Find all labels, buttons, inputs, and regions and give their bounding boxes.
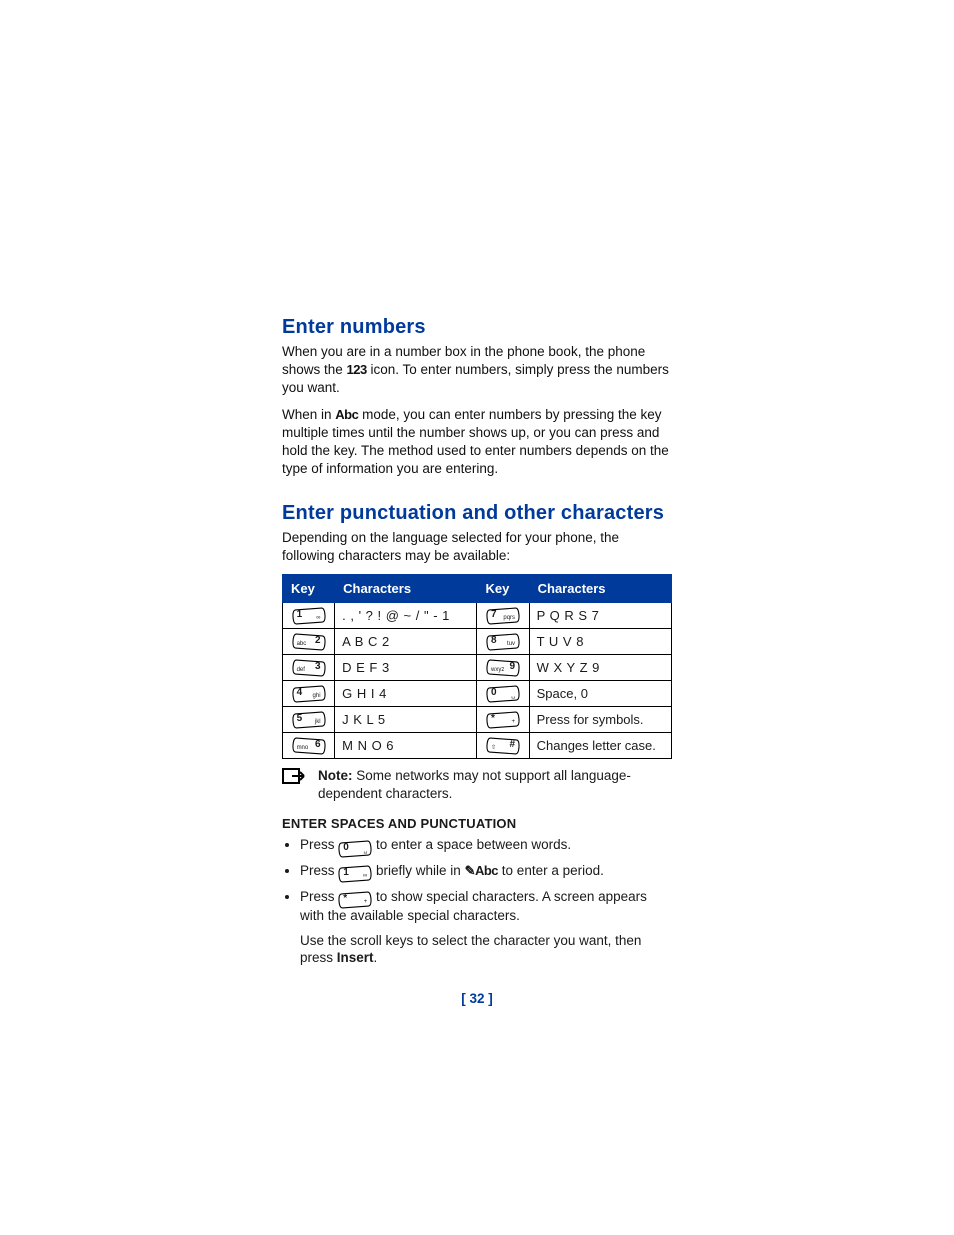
text: . [374, 950, 378, 965]
para-numbers-2: When in Abc mode, you can enter numbers … [282, 406, 672, 477]
key-cell: 5jkl [283, 707, 335, 733]
table-row: 4ghiG H I 40␣Space, 0 [283, 681, 672, 707]
key-cell: #⇧ [477, 733, 529, 759]
table-row: 2abcA B C 28tuvT U V 8 [283, 629, 672, 655]
key-cell: 2abc [283, 629, 335, 655]
chars-cell: Changes letter case. [529, 733, 671, 759]
key-cell: 3def [283, 655, 335, 681]
key-cell: *+ [477, 707, 529, 733]
key-cell: 9wxyz [477, 655, 529, 681]
chars-cell: G H I 4 [335, 681, 477, 707]
chars-cell: Press for symbols. [529, 707, 671, 733]
table-row: 3defD E F 39wxyzW X Y Z 9 [283, 655, 672, 681]
note-text: Note: Some networks may not support all … [318, 767, 672, 802]
para-punct-intro: Depending on the language selected for y… [282, 529, 672, 565]
list-item: Press *+ to show special characters. A s… [300, 887, 672, 926]
heading-enter-punctuation: Enter punctuation and other characters [282, 502, 672, 525]
chars-cell: T U V 8 [529, 629, 671, 655]
chars-cell: . , ' ? ! @ ~ / " - 1 [335, 603, 477, 629]
chars-cell: D E F 3 [335, 655, 477, 681]
key-cell: 4ghi [283, 681, 335, 707]
note-block: Note: Some networks may not support all … [282, 767, 672, 802]
th-key: Key [283, 575, 335, 603]
text: Press [300, 889, 338, 904]
key-cell: 6mno [283, 733, 335, 759]
para-numbers-1: When you are in a number box in the phon… [282, 343, 672, 396]
chars-cell: M N O 6 [335, 733, 477, 759]
key-cell: 1∞ [283, 603, 335, 629]
th-chars: Characters [335, 575, 477, 603]
key-star-icon: *+ [338, 890, 372, 910]
key-0-icon: 0␣ [338, 838, 372, 858]
chars-cell: J K L 5 [335, 707, 477, 733]
th-key: Key [477, 575, 529, 603]
key-1-icon: 1∞ [338, 864, 372, 884]
text: Press [300, 837, 338, 852]
text: briefly while in [376, 863, 465, 878]
after-bullets-text: Use the scroll keys to select the charac… [300, 932, 672, 967]
key-cell: 8tuv [477, 629, 529, 655]
table-row: 6mnoM N O 6#⇧Changes letter case. [283, 733, 672, 759]
key-cell: 7pqrs [477, 603, 529, 629]
table-row: 1∞. , ' ? ! @ ~ / " - 17pqrsP Q R S 7 [283, 603, 672, 629]
insert-label: Insert [337, 950, 374, 965]
mode-pencil-abc-icon: ✎Abc [465, 863, 498, 878]
text: to enter a period. [502, 863, 604, 878]
list-item: Press 0␣ to enter a space between words. [300, 835, 672, 855]
note-label: Note: [318, 768, 353, 783]
chars-cell: Space, 0 [529, 681, 671, 707]
mode-123-icon: 123 [347, 362, 367, 377]
characters-table: Key Characters Key Characters 1∞. , ' ? … [282, 574, 672, 759]
text: to enter a space between words. [376, 837, 571, 852]
subheading-spaces: ENTER SPACES AND PUNCTUATION [282, 816, 672, 831]
content-column: Enter numbers When you are in a number b… [282, 316, 672, 967]
key-cell: 0␣ [477, 681, 529, 707]
chars-cell: W X Y Z 9 [529, 655, 671, 681]
note-body: Some networks may not support all langua… [318, 768, 631, 801]
chars-cell: A B C 2 [335, 629, 477, 655]
table-row: 5jklJ K L 5*+Press for symbols. [283, 707, 672, 733]
text: Press [300, 863, 338, 878]
chars-cell: P Q R S 7 [529, 603, 671, 629]
th-chars: Characters [529, 575, 671, 603]
page: Enter numbers When you are in a number b… [0, 0, 954, 1235]
list-item: Press 1∞ briefly while in ✎Abc to enter … [300, 861, 672, 881]
table-header-row: Key Characters Key Characters [283, 575, 672, 603]
mode-abc-icon: Abc [335, 407, 358, 422]
page-number: [ 32 ] [0, 991, 954, 1006]
heading-enter-numbers: Enter numbers [282, 316, 672, 339]
note-arrow-icon [282, 767, 310, 802]
text: When in [282, 407, 335, 422]
bullet-list: Press 0␣ to enter a space between words.… [282, 835, 672, 926]
